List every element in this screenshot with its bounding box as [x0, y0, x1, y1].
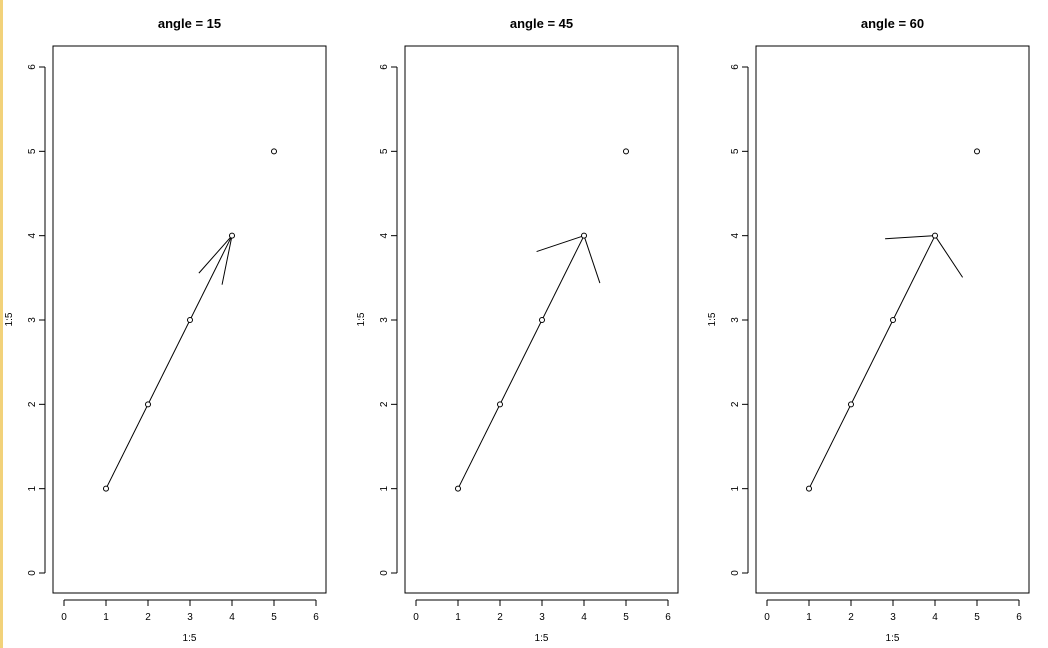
- y-tick-label: 1: [379, 485, 390, 491]
- arrow-shaft: [808, 235, 936, 489]
- x-tick-label: 5: [974, 612, 980, 623]
- x-tick-label: 1: [103, 612, 109, 623]
- panel-title: angle = 60: [861, 16, 924, 31]
- y-tick-label: 0: [730, 570, 741, 576]
- y-tick-label: 6: [379, 64, 390, 70]
- data-point: [229, 232, 235, 239]
- arrow-head-barb: [536, 235, 585, 253]
- x-tick-label: 3: [539, 612, 545, 623]
- panel-1: angle = 15 0 1 2 3 4 5 6 0 1 2 3 4 5 6 1:5 1:5: [4, 16, 327, 644]
- y-tick-label: 2: [379, 401, 390, 407]
- x-tick-label: 0: [764, 612, 770, 623]
- plot-frame: [404, 45, 679, 594]
- y-tick-label: 1: [730, 485, 741, 491]
- y-tick-label: 0: [379, 570, 390, 576]
- data-point: [806, 485, 812, 492]
- panel-title: angle = 45: [510, 16, 573, 31]
- data-point: [581, 232, 587, 239]
- arrow-head-barb: [934, 235, 964, 278]
- x-axis-label: 1:5: [535, 633, 549, 644]
- y-tick-label: 4: [379, 232, 390, 238]
- data-point: [145, 401, 151, 408]
- x-tick-label: 3: [187, 612, 193, 623]
- data-point: [932, 232, 938, 239]
- y-axis-label: 1:5: [707, 312, 718, 326]
- data-point: [974, 148, 980, 155]
- data-point: [271, 148, 277, 155]
- x-tick-label: 4: [932, 612, 938, 623]
- y-tick-label: 2: [27, 401, 38, 407]
- y-tick-label: 1: [27, 485, 38, 491]
- y-tick-label: 5: [730, 148, 741, 154]
- y-axis-label: 1:5: [4, 312, 15, 326]
- arrow-head-barb: [221, 235, 233, 285]
- data-point: [623, 148, 629, 155]
- x-tick-label: 4: [581, 612, 587, 623]
- x-tick-label: 4: [229, 612, 235, 623]
- x-tick-label: 1: [455, 612, 461, 623]
- x-tick-label: 2: [848, 612, 854, 623]
- x-axis-label: 1:5: [183, 633, 197, 644]
- window-edge-stripe: [0, 0, 3, 648]
- x-tick-label: 3: [890, 612, 896, 623]
- y-tick-label: 5: [379, 148, 390, 154]
- y-tick-label: 3: [27, 317, 38, 323]
- y-tick-label: 0: [27, 570, 38, 576]
- x-tick-label: 6: [313, 612, 319, 623]
- x-tick-label: 2: [145, 612, 151, 623]
- y-axis-label: 1:5: [356, 312, 367, 326]
- plot-frame: [52, 45, 327, 594]
- y-tick-label: 2: [730, 401, 741, 407]
- x-tick-label: 2: [497, 612, 503, 623]
- data-point: [890, 317, 896, 323]
- x-axis-label: 1:5: [886, 633, 900, 644]
- panel-2: angle = 45 0 1 2 3 4 5 6 0 1 2 3 4 5 6 1:5 1:5: [356, 16, 679, 644]
- x-tick-label: 5: [271, 612, 277, 623]
- data-point: [455, 485, 461, 492]
- x-tick-label: 6: [1016, 612, 1022, 623]
- arrow-shaft: [105, 235, 233, 489]
- y-tick-label: 3: [379, 317, 390, 323]
- arrow-head-barb: [198, 235, 233, 274]
- data-point: [187, 317, 193, 323]
- data-point: [103, 485, 109, 492]
- data-point: [539, 317, 545, 323]
- x-tick-label: 1: [806, 612, 812, 623]
- x-tick-label: 0: [61, 612, 67, 623]
- x-tick-label: 0: [413, 612, 419, 623]
- y-tick-label: 5: [27, 148, 38, 154]
- y-tick-label: 4: [730, 232, 741, 238]
- plot-frame: [755, 45, 1030, 594]
- arrow-shaft: [457, 235, 585, 489]
- y-tick-label: 6: [730, 64, 741, 70]
- panel-title: angle = 15: [158, 16, 221, 31]
- arrow-head-barb: [885, 235, 936, 240]
- y-tick-label: 6: [27, 64, 38, 70]
- x-tick-label: 5: [623, 612, 629, 623]
- data-point: [497, 401, 503, 408]
- y-tick-label: 4: [27, 232, 38, 238]
- x-tick-label: 6: [665, 612, 671, 623]
- y-tick-label: 3: [730, 317, 741, 323]
- arrow-head-barb: [583, 235, 601, 284]
- data-point: [848, 401, 854, 408]
- panel-3: angle = 60 0 1 2 3 4 5 6 0 1 2 3 4 5 6 1:5 1:5: [707, 16, 1030, 644]
